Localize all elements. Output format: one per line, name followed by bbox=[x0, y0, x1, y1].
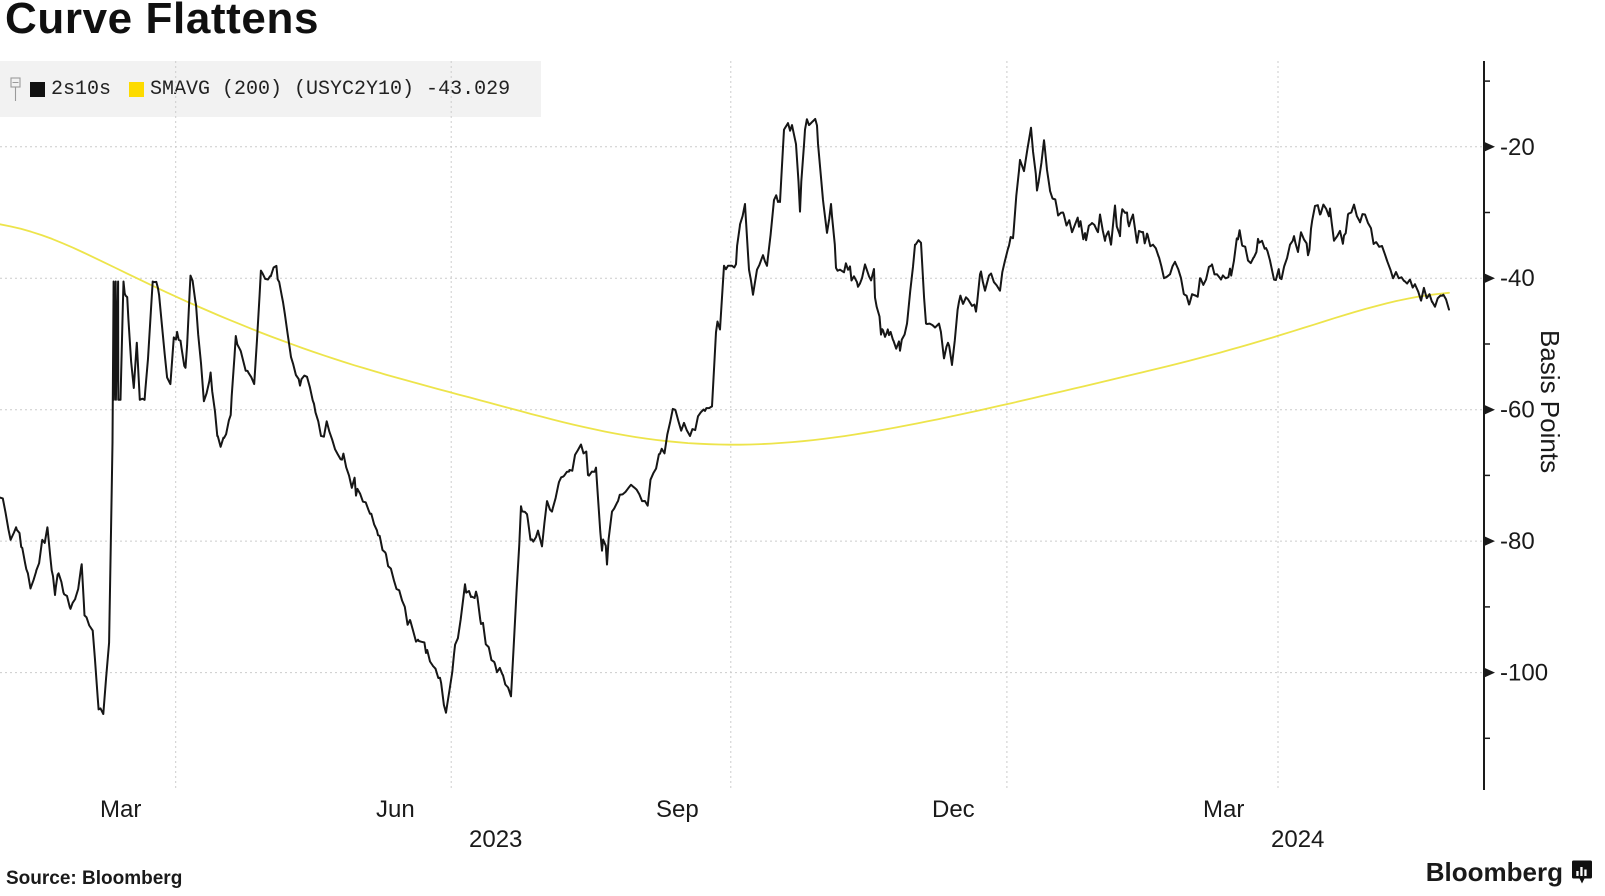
svg-text:-80: -80 bbox=[1500, 528, 1535, 555]
svg-text:-60: -60 bbox=[1500, 397, 1535, 424]
svg-text:-100: -100 bbox=[1500, 660, 1548, 687]
svg-text:-40: -40 bbox=[1500, 265, 1535, 292]
svg-text:-20: -20 bbox=[1500, 134, 1535, 161]
